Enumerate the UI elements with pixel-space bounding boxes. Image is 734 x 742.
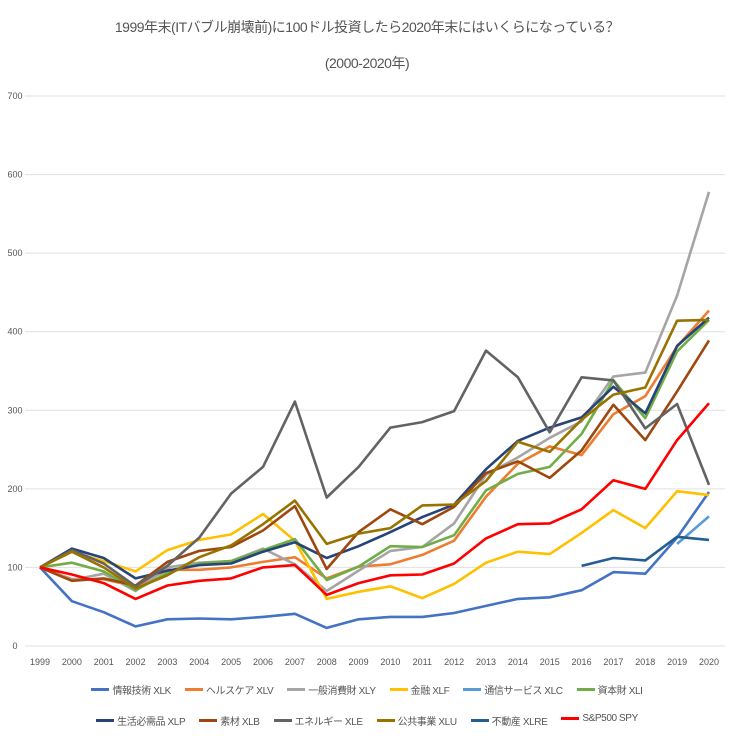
- legend-swatch: [390, 688, 408, 691]
- x-tick-label: 2013: [476, 657, 496, 667]
- legend-swatch: [577, 688, 595, 691]
- x-tick-label: 2012: [444, 657, 464, 667]
- legend-swatch: [91, 688, 109, 691]
- legend: 情報技術 XLK ヘルスケア XLV 一般消費財 XLY 金融 XLF 通信サービス X…: [0, 680, 734, 742]
- x-tick-label: 2008: [317, 657, 337, 667]
- legend-label: 情報技術 XLK: [112, 682, 170, 697]
- x-tick-label: 2019: [667, 657, 687, 667]
- series-line-5: [40, 320, 709, 590]
- x-tick-label: 2018: [635, 657, 655, 667]
- legend-label: 公共事業 XLU: [398, 713, 457, 728]
- series-line-9: [40, 320, 709, 589]
- x-tick-label: 2017: [603, 657, 623, 667]
- x-tick-label: 2006: [253, 657, 273, 667]
- legend-item: エネルギー XLE: [274, 713, 363, 728]
- legend-item: 生活必需品 XLP: [96, 713, 185, 728]
- legend-label: 通信サービス XLC: [484, 682, 562, 697]
- legend-label: ヘルスケア XLV: [206, 682, 273, 697]
- legend-item: S&P500 SPY: [561, 713, 637, 724]
- legend-swatch: [287, 688, 305, 691]
- legend-row: 生活必需品 XLP 素材 XLB エネルギー XLE 公共事業 XLU 不動産 XLRE…: [0, 711, 734, 742]
- y-tick-label: 500: [7, 248, 22, 258]
- legend-item: 通信サービス XLC: [463, 682, 562, 697]
- x-tick-label: 2002: [126, 657, 146, 667]
- x-tick-label: 2005: [221, 657, 241, 667]
- legend-label: エネルギー XLE: [295, 713, 363, 728]
- y-tick-label: 100: [7, 562, 22, 572]
- legend-swatch: [199, 719, 217, 722]
- x-tick-label: 2010: [380, 657, 400, 667]
- legend-swatch: [561, 717, 579, 720]
- x-tick-label: 2014: [508, 657, 528, 667]
- x-tick-label: 2020: [699, 657, 719, 667]
- legend-item: 不動産 XLRE: [471, 713, 548, 728]
- x-tick-label: 2015: [540, 657, 560, 667]
- legend-label: 不動産 XLRE: [492, 713, 548, 728]
- x-tick-label: 2007: [285, 657, 305, 667]
- x-tick-label: 1999: [30, 657, 50, 667]
- x-tick-label: 2016: [572, 657, 592, 667]
- legend-item: 金融 XLF: [390, 682, 450, 697]
- legend-item: 一般消費財 XLY: [287, 682, 375, 697]
- legend-item: 情報技術 XLK: [91, 682, 170, 697]
- legend-label: 金融 XLF: [411, 682, 450, 697]
- legend-swatch: [471, 719, 489, 722]
- legend-label: S&P500 SPY: [582, 713, 637, 724]
- legend-item: 公共事業 XLU: [377, 713, 457, 728]
- legend-item: 資本財 XLI: [577, 682, 643, 697]
- legend-label: 一般消費財 XLY: [308, 682, 375, 697]
- x-tick-label: 2001: [94, 657, 114, 667]
- y-tick-label: 200: [7, 484, 22, 494]
- legend-swatch: [377, 719, 395, 722]
- x-tick-label: 2004: [189, 657, 209, 667]
- legend-item: 素材 XLB: [199, 713, 259, 728]
- series-line-7: [40, 340, 709, 585]
- legend-row: 情報技術 XLK ヘルスケア XLV 一般消費財 XLY 金融 XLF 通信サービス X…: [0, 680, 734, 711]
- x-tick-label: 2009: [349, 657, 369, 667]
- y-tick-label: 600: [7, 170, 22, 180]
- y-tick-label: 0: [12, 641, 17, 651]
- legend-swatch: [96, 719, 114, 722]
- y-tick-label: 400: [7, 327, 22, 337]
- series-line-10: [582, 537, 709, 566]
- x-tick-label: 2011: [413, 657, 432, 667]
- legend-label: 素材 XLB: [220, 713, 259, 728]
- x-tick-label: 2000: [62, 657, 82, 667]
- legend-label: 生活必需品 XLP: [117, 713, 185, 728]
- legend-swatch: [185, 688, 203, 691]
- y-tick-label: 300: [7, 405, 22, 415]
- legend-item: ヘルスケア XLV: [185, 682, 273, 697]
- x-tick-label: 2003: [157, 657, 177, 667]
- legend-swatch: [274, 719, 292, 722]
- legend-swatch: [463, 688, 481, 691]
- legend-label: 資本財 XLI: [598, 682, 643, 697]
- y-tick-label: 700: [7, 91, 22, 101]
